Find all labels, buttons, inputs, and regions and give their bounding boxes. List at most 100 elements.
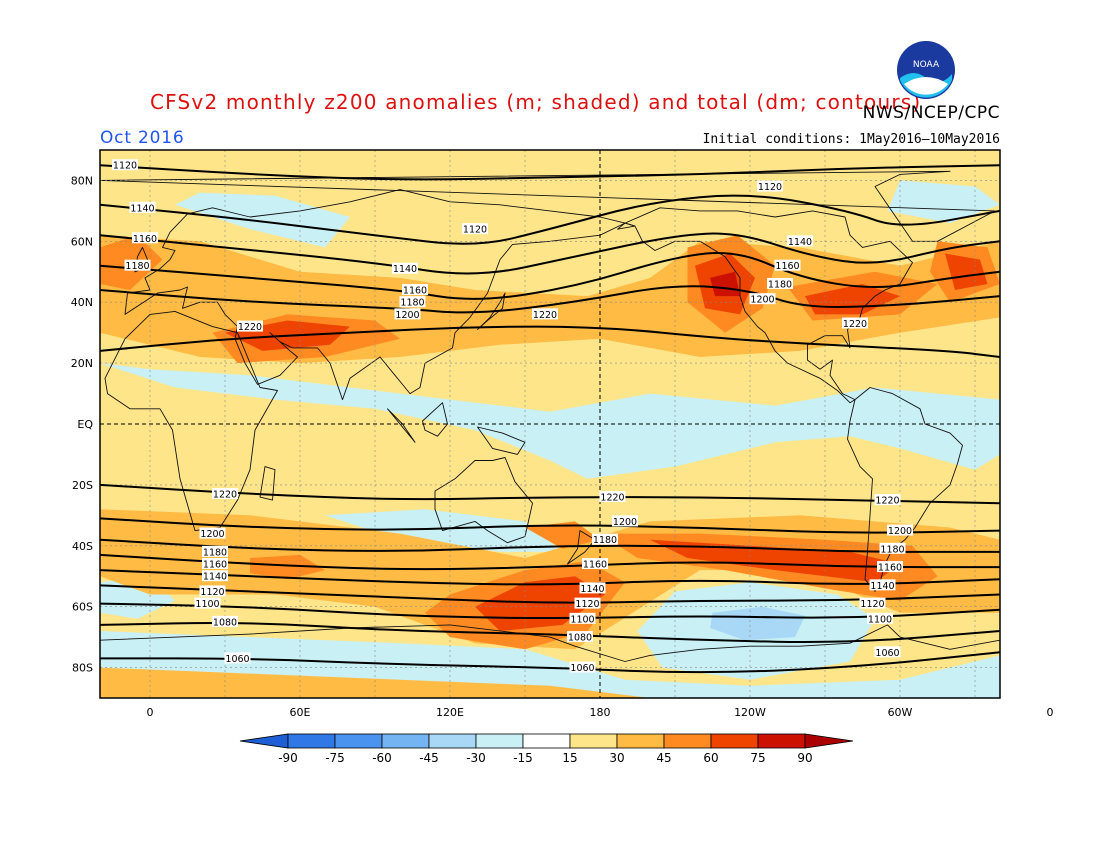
lat-label: 60S [72, 601, 93, 614]
svg-text:1160: 1160 [583, 560, 607, 571]
svg-text:1140: 1140 [870, 581, 894, 592]
colorbar-box [334, 733, 383, 749]
contour-1200 [100, 285, 1000, 314]
anomaly-region [525, 521, 600, 549]
contour-label: 1200 [199, 527, 226, 540]
contour-label: 1220 [532, 308, 558, 321]
anomaly-region [945, 253, 988, 290]
colorbar-label: 45 [656, 751, 671, 765]
anomaly-region [175, 192, 350, 248]
contour-label: 1220 [842, 317, 868, 330]
svg-text:1160: 1160 [878, 563, 902, 574]
colorbar-box [616, 733, 665, 749]
colorbar-label: -90 [278, 751, 298, 765]
contour-label: 1120 [859, 597, 886, 610]
contour-label: 1180 [592, 533, 618, 546]
svg-text:1160: 1160 [775, 261, 799, 272]
coastline [624, 207, 913, 404]
svg-text:1200: 1200 [200, 529, 224, 540]
contour-label: 1180 [124, 259, 151, 272]
svg-text:1120: 1120 [200, 587, 224, 598]
coastline [422, 402, 448, 437]
svg-text:1200: 1200 [613, 517, 637, 528]
chart-title: CFSv2 monthly z200 anomalies (m; shaded)… [150, 90, 922, 114]
organization-label: NWS/NCEP/CPC [862, 103, 1000, 123]
lon-label: 60E [290, 706, 311, 719]
colorbar-max-arrow [804, 733, 854, 749]
contour-label: 1180 [202, 545, 228, 558]
contour-label: 1220 [874, 494, 901, 507]
lat-label: EQ [77, 418, 93, 431]
colorbar-box [757, 733, 806, 749]
svg-text:1180: 1180 [400, 298, 424, 309]
svg-text:1120: 1120 [860, 599, 884, 610]
contour-label: 1140 [202, 570, 228, 583]
svg-text:1180: 1180 [593, 535, 617, 546]
coastline [259, 466, 276, 501]
contour-label: 1100 [194, 597, 221, 610]
lat-label: 80N [71, 174, 93, 187]
contour-label: 1060 [874, 646, 901, 659]
contour-label: 1200 [749, 293, 776, 306]
svg-text:1120: 1120 [113, 161, 137, 172]
svg-text:1140: 1140 [580, 584, 604, 595]
svg-text:1220: 1220 [600, 493, 624, 504]
colorbar-label: -30 [466, 751, 486, 765]
contour-label: 1120 [574, 597, 601, 610]
logo-text: NOAA [913, 60, 940, 70]
colorbar-label: -15 [513, 751, 533, 765]
valid-month-label: Oct 2016 [100, 128, 185, 148]
contour-label: 1220 [599, 491, 626, 504]
contour-label: 1120 [757, 180, 783, 193]
svg-text:1220: 1220 [213, 490, 237, 501]
anomaly-region [710, 606, 805, 641]
colorbar-box [710, 733, 759, 749]
contour-label: 1100 [569, 612, 596, 625]
colorbar-label: -60 [372, 751, 392, 765]
contour-1120 [100, 164, 1000, 181]
lon-label: 60W [888, 706, 913, 719]
svg-text:1160: 1160 [203, 560, 227, 571]
lon-label: 0 [1047, 706, 1054, 719]
svg-text:1140: 1140 [130, 203, 154, 214]
svg-text:1100: 1100 [570, 614, 594, 625]
contour-label: 1200 [887, 524, 913, 537]
svg-text:1080: 1080 [568, 633, 592, 644]
svg-text:1120: 1120 [758, 182, 782, 193]
lat-label: 60N [71, 235, 93, 248]
contour-labels: 1120114011601180112011401160118012001220… [112, 159, 913, 674]
contour-label: 1200 [612, 515, 638, 528]
lat-label: 40N [71, 296, 93, 309]
anomaly-region [887, 180, 1000, 224]
colorbar-label: 30 [609, 751, 624, 765]
lon-label: 120W [734, 706, 766, 719]
colorbar-box [428, 733, 477, 749]
contour-label: 1120 [112, 159, 138, 172]
colorbar-box [475, 733, 524, 749]
coastline [477, 292, 506, 331]
colorbar-box [569, 733, 618, 749]
svg-text:1200: 1200 [750, 295, 774, 306]
svg-text:1100: 1100 [195, 599, 219, 610]
gridlines [100, 150, 1000, 698]
latitude-labels: 80N 60N 40N 20N EQ 20S 40S 60S 80S [71, 174, 94, 674]
contour-label: 1140 [579, 582, 606, 595]
svg-text:1200: 1200 [395, 310, 419, 321]
contour-label: 1220 [237, 320, 263, 333]
colorbar-label: 15 [562, 751, 577, 765]
anomaly-region [650, 539, 900, 583]
colorbar-box [287, 733, 336, 749]
contour-label: 1180 [767, 277, 793, 290]
svg-text:1160: 1160 [403, 286, 427, 297]
anomaly-region [250, 554, 325, 580]
svg-text:1180: 1180 [880, 544, 904, 555]
initial-conditions-label: Initial conditions: 1May2016—10May2016 [702, 132, 1000, 147]
contour-label: 1140 [129, 201, 156, 214]
svg-text:1180: 1180 [768, 279, 792, 290]
lat-label: 40S [72, 540, 93, 553]
svg-text:1140: 1140 [203, 572, 227, 583]
contour-label: 1060 [224, 652, 251, 665]
coastline [477, 426, 526, 455]
svg-text:1100: 1100 [868, 614, 892, 625]
